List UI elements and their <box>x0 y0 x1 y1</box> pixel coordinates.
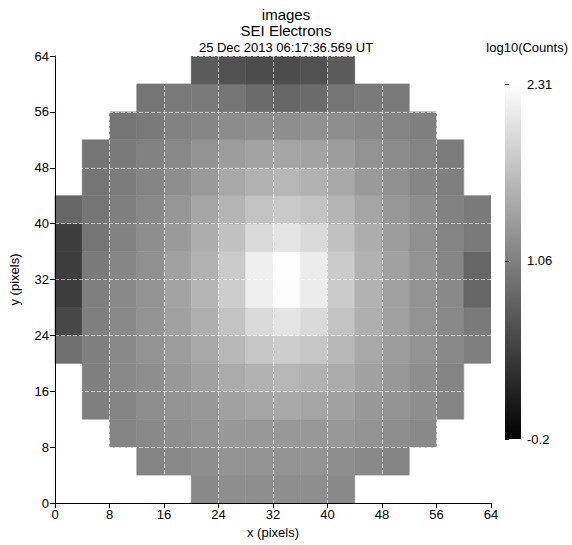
svg-text:25 Dec 2013 06:17:36.569 UT: 25 Dec 2013 06:17:36.569 UT <box>199 40 373 55</box>
svg-text:0: 0 <box>42 496 49 511</box>
svg-text:8: 8 <box>106 507 113 522</box>
svg-text:images: images <box>262 6 310 23</box>
svg-text:48: 48 <box>35 160 49 175</box>
svg-text:2.31: 2.31 <box>527 77 552 92</box>
svg-text:16: 16 <box>157 507 171 522</box>
svg-text:log10(Counts): log10(Counts) <box>486 40 568 55</box>
svg-text:40: 40 <box>35 216 49 231</box>
svg-text:1.06: 1.06 <box>527 253 552 268</box>
svg-text:y (pixels): y (pixels) <box>7 253 22 305</box>
svg-text:24: 24 <box>35 328 49 343</box>
svg-text:64: 64 <box>35 49 49 64</box>
svg-text:64: 64 <box>484 507 498 522</box>
svg-text:24: 24 <box>211 507 225 522</box>
svg-text:32: 32 <box>35 272 49 287</box>
svg-text:8: 8 <box>42 440 49 455</box>
svg-text:0: 0 <box>51 507 58 522</box>
svg-text:SEI Electrons: SEI Electrons <box>241 22 332 39</box>
svg-text:56: 56 <box>429 507 443 522</box>
svg-text:32: 32 <box>266 507 280 522</box>
svg-text:40: 40 <box>320 507 334 522</box>
svg-text:-0.2: -0.2 <box>527 432 549 447</box>
svg-text:56: 56 <box>35 104 49 119</box>
svg-text:16: 16 <box>35 384 49 399</box>
svg-text:x (pixels): x (pixels) <box>247 525 299 540</box>
svg-text:48: 48 <box>375 507 389 522</box>
